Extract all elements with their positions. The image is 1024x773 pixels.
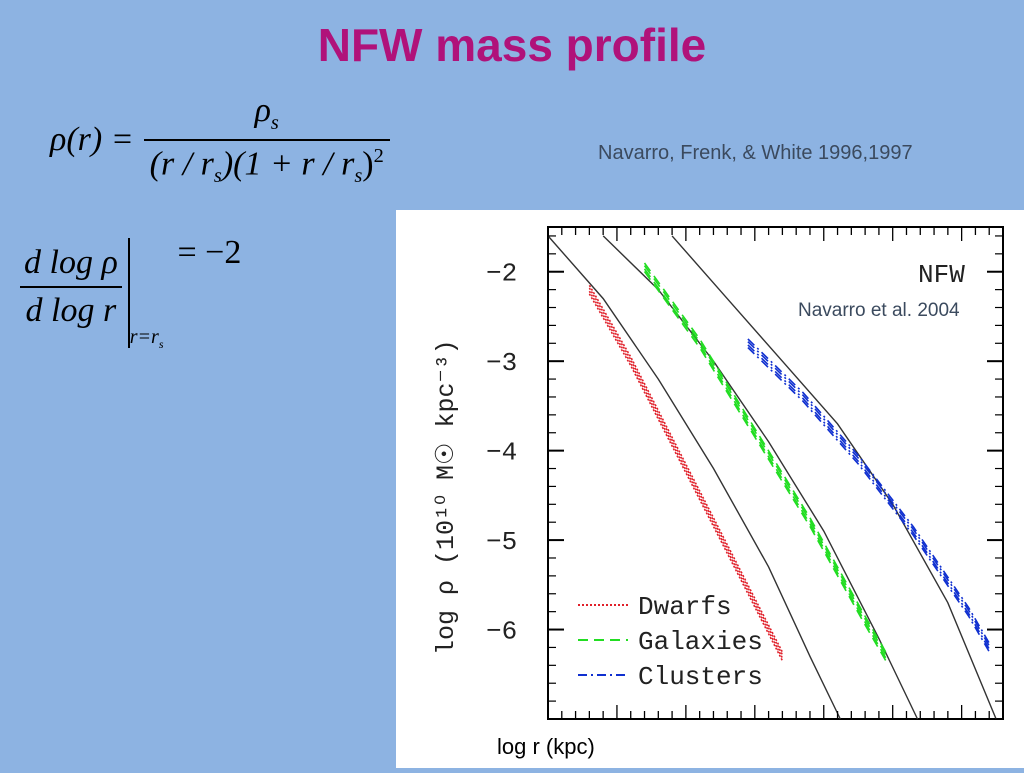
y-tick-label: −3 — [486, 348, 517, 378]
eq1-den-part2: )(1 + r / r — [221, 145, 355, 183]
legend-label: Clusters — [638, 662, 763, 692]
y-axis-label: log ρ (10¹⁰ M☉ kpc⁻³) — [432, 339, 461, 655]
nfw-annotation: NFW — [918, 260, 965, 290]
data-series — [588, 262, 990, 662]
chart-legend: Dwarfs Galaxies Clusters — [578, 592, 763, 692]
nfw-profile-chart: −2 −3 −4 −5 −6 log ρ (10¹⁰ M☉ kpc⁻³) NFW Dwa… — [432, 226, 1004, 720]
y-tick-label: −6 — [486, 617, 517, 647]
nfw-density-equation: ρ(r) = ρs (r / rs)(1 + r / rs)2 — [50, 92, 390, 188]
eq1-numerator: ρs — [249, 92, 285, 139]
eq2-fraction: d log ρ d log r — [18, 244, 124, 330]
series-line-galaxies — [643, 271, 887, 662]
eq1-den-sub1: s — [213, 164, 222, 187]
eq2-eval-sub: s — [158, 337, 164, 351]
y-axis-ticks: −2 −3 −4 −5 −6 — [486, 235, 1003, 720]
series-line-dwarfs — [588, 284, 784, 653]
plot-frame — [547, 226, 1004, 720]
eq1-lhs: ρ(r) = — [50, 120, 134, 158]
nfw-fit-line — [547, 235, 841, 720]
series-line-clusters — [747, 344, 990, 650]
y-tick-label: −2 — [486, 259, 517, 289]
eq2-eval-bar — [127, 238, 130, 348]
eq2-eval-text: r=r — [129, 326, 159, 348]
nfw-fit-line — [671, 235, 997, 720]
eq2-eval-point: r=rs — [130, 326, 164, 352]
series-line-dwarfs — [588, 293, 784, 662]
legend-label: Galaxies — [638, 627, 763, 657]
eq2-rhs: = −2 — [177, 234, 242, 271]
series-line-dwarfs — [588, 287, 784, 656]
legend-label: Dwarfs — [638, 592, 732, 622]
eq1-den-sub2: s — [354, 164, 363, 187]
series-line-galaxies — [643, 265, 887, 656]
eq1-den-part1: (r / r — [149, 145, 214, 183]
series-line-clusters — [747, 341, 990, 647]
series-line-dwarfs — [588, 290, 784, 659]
eq2-denominator: d log r — [19, 286, 123, 330]
eq1-den-sup: 2 — [373, 144, 384, 167]
reference-citation: Navarro, Frenk, & White 1996,1997 — [598, 142, 913, 164]
log-slope-equation: d log ρ d log r r=rs = −2 — [18, 232, 242, 351]
slide-title: NFW mass profile — [317, 19, 707, 71]
x-axis-ticks — [547, 227, 1004, 719]
series-line-galaxies — [643, 268, 887, 659]
eq2-numerator: d log ρ — [24, 244, 118, 281]
eq1-denominator: (r / rs)(1 + r / rs)2 — [143, 138, 390, 188]
series-line-clusters — [747, 347, 990, 653]
y-tick-label: −5 — [486, 527, 517, 557]
eq1-num-sub: s — [270, 111, 279, 134]
plot-panel: −2 −3 −4 −5 −6 log ρ (10¹⁰ M☉ kpc⁻³) NFW Dwa… — [396, 210, 1024, 768]
series-line-clusters — [747, 338, 990, 644]
series-line-galaxies — [643, 262, 887, 653]
plot-citation: Navarro et al. 2004 — [798, 300, 960, 321]
eq1-fraction: ρs (r / rs)(1 + r / rs)2 — [143, 92, 390, 188]
x-axis-label: log r (kpc) — [497, 734, 595, 759]
y-tick-label: −4 — [486, 438, 517, 468]
eq1-den-part3: ) — [362, 145, 374, 183]
eq1-num-rho: ρ — [254, 92, 271, 129]
